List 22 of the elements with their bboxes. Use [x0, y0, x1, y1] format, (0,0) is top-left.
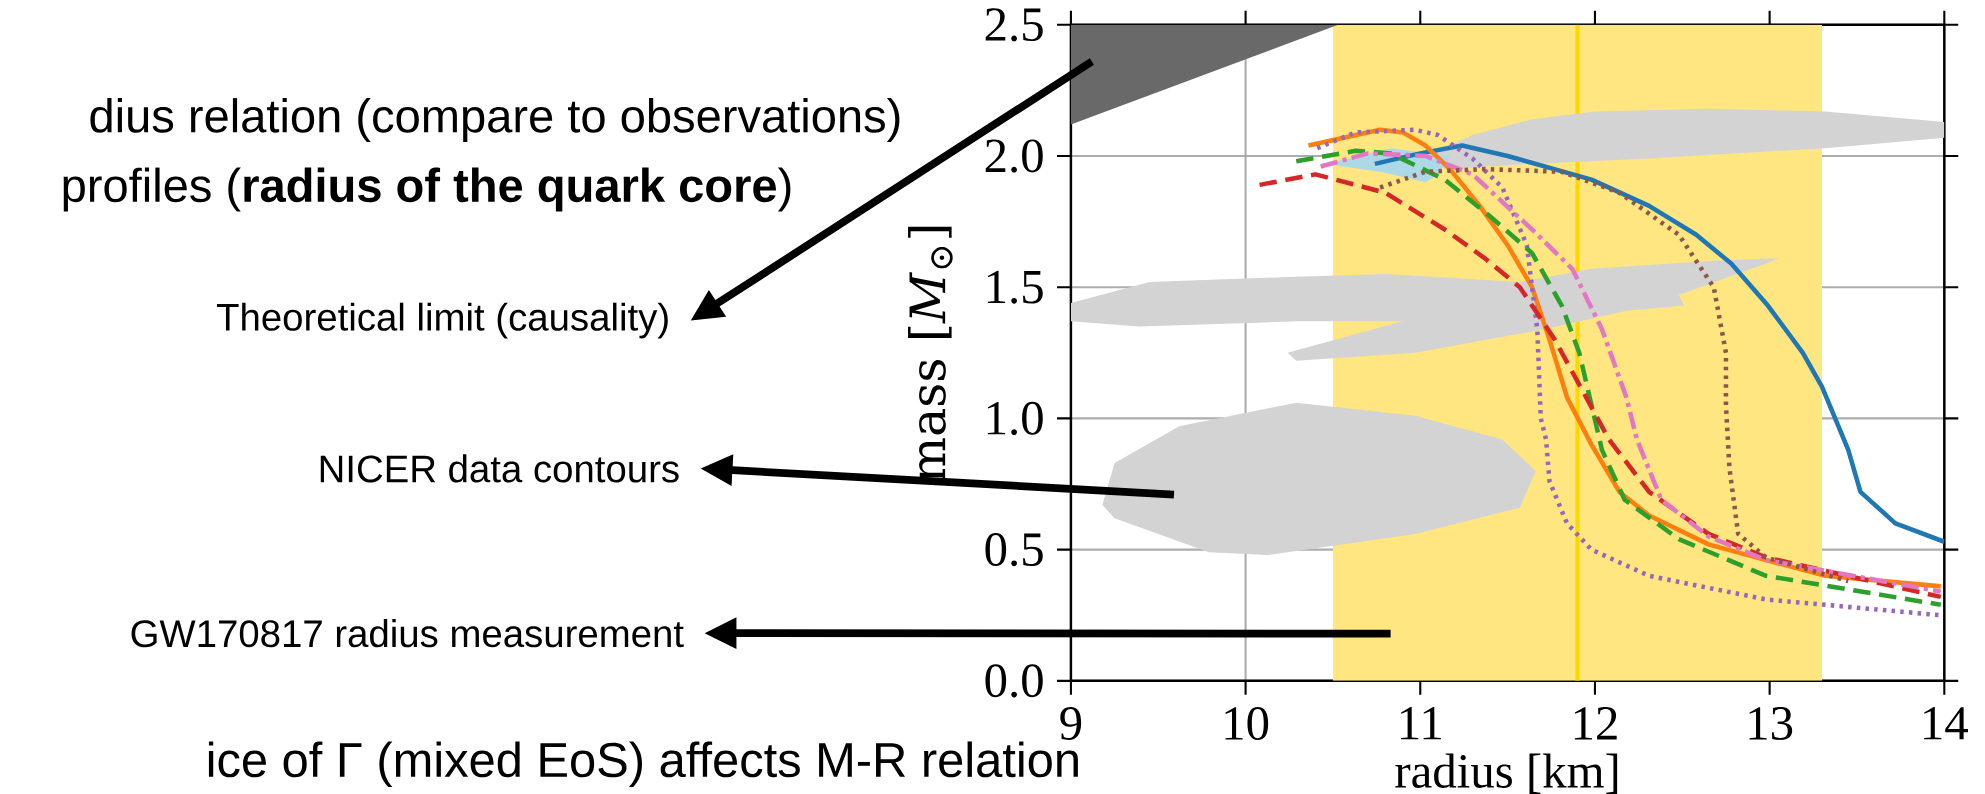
x-axis-title: radius [km] — [1395, 753, 1618, 794]
text: GW170817 radius measurement — [131, 619, 684, 648]
x-tick-label: 12 — [1574, 707, 1617, 740]
text: dius relation (compare to observations) — [90, 98, 900, 143]
text: Theoretical limit (causality) — [216, 302, 668, 339]
text: profiles (radius of the quark core) — [63, 167, 791, 212]
x-tick-label: 11 — [1401, 707, 1441, 740]
text: ice of Γ (mixed EoS) affects M-R relation — [208, 741, 1078, 787]
x-tick-label: 10 — [1225, 707, 1269, 741]
y-axis-title: mass [M$_{⊙}$] — [908, 226, 953, 482]
y-tick-label: 1.0 — [987, 401, 1043, 436]
y-tick-label: 0.5 — [985, 533, 1043, 567]
x-tick-label: 14 — [1924, 707, 1968, 740]
line-series — [1372, 143, 1945, 545]
x-tick-label: 9 — [1060, 707, 1082, 740]
x-tick-label: 13 — [1749, 707, 1793, 740]
y-tick-label: 2.0 — [985, 139, 1043, 173]
y-tick-label: 1.5 — [987, 270, 1043, 304]
y-tick-label: 2.5 — [985, 8, 1043, 42]
y-tick-label: 0.0 — [985, 664, 1043, 698]
line-series — [1377, 166, 1851, 584]
text: NICER data contours — [320, 454, 679, 483]
